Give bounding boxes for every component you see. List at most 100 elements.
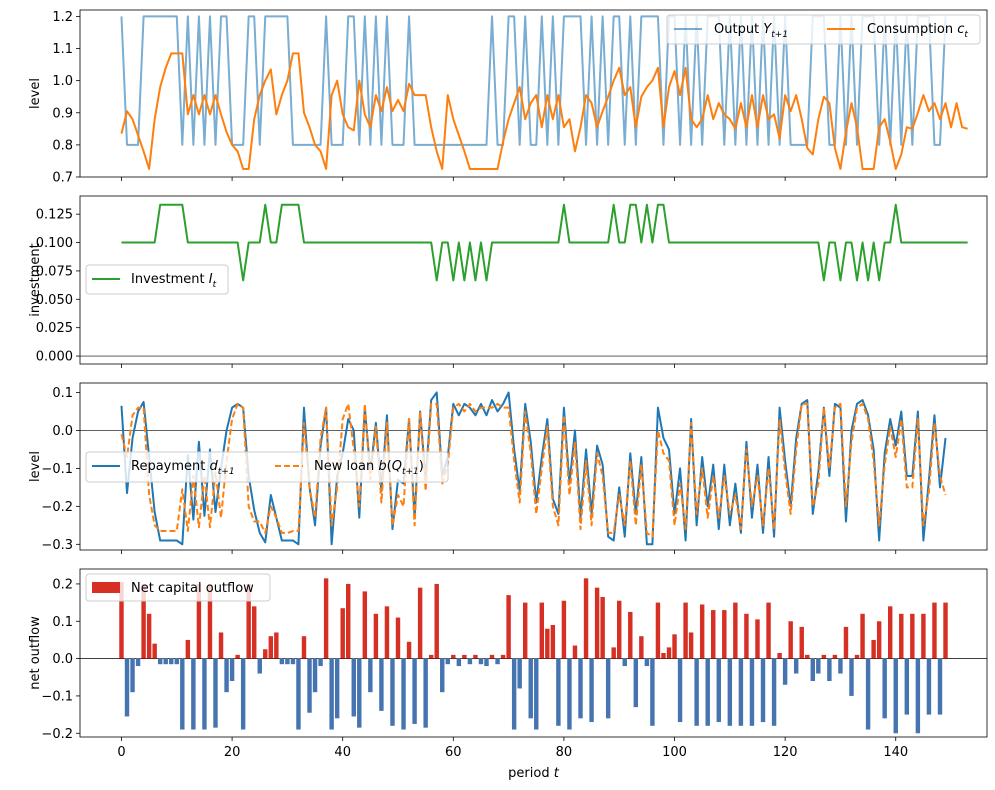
bar [572, 645, 578, 659]
bar [495, 658, 500, 665]
bar [522, 602, 528, 659]
bar [799, 626, 804, 659]
bar [904, 658, 910, 715]
bar [484, 658, 489, 667]
bar [622, 658, 627, 667]
bar [578, 658, 583, 719]
bar [506, 595, 511, 659]
axes-frame [79, 382, 988, 551]
bar [500, 654, 506, 659]
bar [290, 658, 296, 665]
bar [312, 658, 318, 693]
bar [611, 647, 616, 659]
axes-frame [79, 568, 988, 738]
bar [589, 658, 594, 723]
bar [583, 578, 589, 659]
bar [462, 654, 467, 659]
bar [782, 658, 788, 685]
legend-series-1-label: Output Yt+1 [714, 22, 788, 40]
bar [163, 658, 168, 665]
bar [567, 658, 572, 730]
bar [827, 658, 832, 681]
bar [755, 619, 760, 659]
bar [937, 658, 943, 715]
legend: Investment It [85, 264, 229, 295]
bar [478, 658, 484, 665]
bar [661, 653, 666, 659]
bar [318, 658, 323, 667]
bar [677, 658, 683, 723]
bar [434, 583, 439, 659]
bar [843, 626, 849, 659]
bar [119, 582, 124, 659]
y-tick-label: 0.9 [52, 106, 73, 121]
bar [296, 658, 301, 730]
bar [832, 654, 838, 659]
bar [368, 658, 373, 693]
y-tick-label: 0.7 [52, 171, 73, 186]
x-axis-label: period t [508, 766, 560, 781]
legend-box [85, 451, 449, 483]
legend-series-1-label: Investment It [131, 272, 217, 290]
panel-1: 0.7 0.8 0.9 1.0 1.1 1.2 level Output Yt+1 Consum… [28, 9, 988, 186]
bar [395, 617, 401, 659]
bar [207, 583, 213, 659]
bar [893, 658, 898, 734]
bar [672, 634, 677, 659]
bar [456, 658, 462, 667]
bar [605, 658, 611, 719]
bar [428, 654, 434, 659]
bar [633, 658, 639, 708]
x-tick-label: 80 [556, 745, 573, 760]
bar [915, 658, 921, 734]
bar [263, 649, 268, 659]
bar [473, 654, 478, 659]
legend-series-2-label: Consumption ct [867, 22, 968, 40]
bar [860, 613, 865, 659]
panel-3: −0.3 −0.2 −0.1 0.0 0.1 level Repayment dt+1 New… [28, 382, 988, 554]
series-line-1 [120, 15, 947, 146]
bar [849, 658, 854, 696]
axes-frame [79, 9, 988, 178]
legend: Output Yt+1 Consumption ct [666, 14, 981, 45]
bar [539, 602, 545, 659]
legend: Repayment dt+1 New loan b(Qt+1) [85, 451, 449, 483]
bar [545, 628, 550, 659]
bar [738, 658, 744, 726]
bar [224, 658, 229, 693]
bar [334, 658, 340, 719]
x-tick-label: 0 [117, 745, 125, 760]
bar [716, 658, 721, 723]
bar [650, 658, 655, 726]
bar [357, 658, 362, 728]
bar [871, 639, 876, 659]
bar [451, 654, 456, 659]
bar [384, 606, 390, 659]
bar [705, 658, 710, 726]
y-tick-label: 0.100 [36, 236, 73, 251]
bar [124, 658, 130, 717]
bar [550, 625, 556, 659]
y-tick-label: −0.1 [41, 689, 73, 704]
bar [628, 611, 633, 659]
bar [406, 641, 412, 659]
bar [174, 658, 179, 665]
bar [594, 587, 600, 659]
y-tick-label: 1.1 [52, 42, 73, 57]
series-line-2 [120, 52, 968, 170]
bar [307, 658, 312, 713]
x-tick-label: 40 [334, 745, 351, 760]
bar [777, 653, 782, 659]
bar [932, 602, 937, 659]
bar [323, 578, 329, 659]
legend-box [666, 14, 981, 45]
bar [135, 658, 141, 667]
bar [694, 658, 699, 726]
bar [340, 608, 345, 659]
bar [130, 658, 135, 693]
bar [921, 613, 926, 659]
bar [561, 600, 567, 659]
bar [816, 658, 821, 674]
bar [440, 658, 445, 693]
